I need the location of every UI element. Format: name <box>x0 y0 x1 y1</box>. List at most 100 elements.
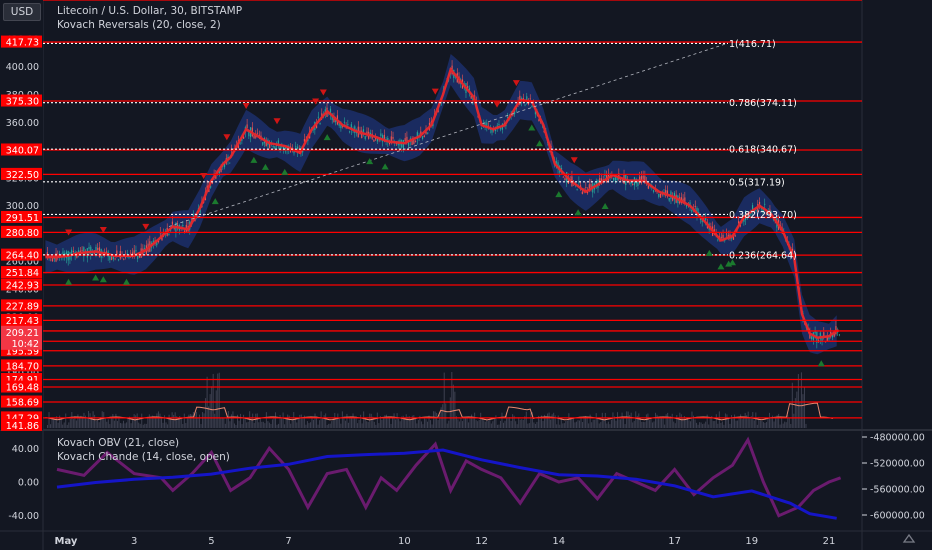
volume-bar <box>322 418 324 428</box>
volume-bar <box>680 414 682 428</box>
level-label: 141.86 <box>6 421 39 432</box>
volume-bar <box>465 417 466 428</box>
candle-body <box>581 191 583 194</box>
volume-bar <box>341 411 343 428</box>
volume-bar <box>417 420 419 428</box>
volume-bar <box>565 421 567 428</box>
buy-marker <box>92 274 100 281</box>
volume-bar <box>711 416 713 428</box>
candle-body <box>734 235 736 237</box>
volume-bar <box>177 417 179 428</box>
candle-body <box>303 139 306 142</box>
volume-bar <box>173 414 175 428</box>
volume-bar <box>580 417 582 428</box>
buy-marker <box>717 263 725 270</box>
volume-bar <box>579 420 580 428</box>
volume-bar <box>541 415 542 428</box>
volume-bar <box>472 416 474 428</box>
volume-bar <box>103 412 105 428</box>
volume-bar <box>290 423 292 428</box>
currency-button[interactable]: USD <box>3 3 41 21</box>
volume-bar <box>299 414 301 428</box>
volume-bar <box>461 421 463 428</box>
time-tick: 10 <box>398 536 411 547</box>
volume-bar <box>797 374 799 428</box>
volume-bar <box>238 420 240 428</box>
volume-bar <box>624 424 626 428</box>
volume-bar <box>326 424 328 428</box>
volume-bar <box>375 424 377 428</box>
volume-bar <box>233 423 235 428</box>
level-label-box <box>1 359 42 372</box>
level-label: 251.84 <box>6 268 39 279</box>
volume-bar <box>788 417 790 428</box>
volume-bar <box>699 422 701 428</box>
volume-bar <box>544 414 546 428</box>
volume-bar <box>633 420 635 428</box>
indicator-main-legend[interactable]: Kovach Reversals (20, close, 2) <box>57 19 221 31</box>
volume-bar <box>119 423 121 428</box>
volume-bar <box>670 416 672 428</box>
volume-bar <box>615 420 617 428</box>
candle-body <box>144 248 146 250</box>
candle-body <box>161 235 163 241</box>
candle-body <box>258 134 260 136</box>
volume-bar <box>769 412 770 428</box>
candle-body <box>755 209 757 211</box>
volume-bar <box>150 416 152 428</box>
volume-bar <box>471 414 473 428</box>
candle-body <box>717 239 719 241</box>
volume-bar <box>56 416 58 428</box>
volume-bar <box>697 424 699 428</box>
sell-marker <box>223 134 231 141</box>
buy-marker <box>729 259 736 266</box>
candle-body <box>414 141 417 142</box>
volume-bar <box>331 421 333 428</box>
volume-bar <box>425 419 427 428</box>
candle-body <box>211 182 213 184</box>
indicator-chande-legend[interactable]: Kovach Chande (14, close, open) <box>57 451 230 463</box>
settings-icon[interactable] <box>902 532 916 546</box>
volume-bar <box>665 414 667 428</box>
indicator-obv-legend[interactable]: Kovach OBV (21, close) <box>57 437 180 449</box>
volume-bar <box>224 423 226 428</box>
volume-bar <box>724 413 726 428</box>
sell-marker <box>570 157 578 164</box>
candle-body <box>78 250 80 253</box>
volume-bar <box>627 411 629 428</box>
volume-bar <box>446 423 448 428</box>
candle-body <box>613 177 615 181</box>
volume-bar <box>490 423 492 428</box>
volume-bar <box>636 415 638 428</box>
volume-bar <box>752 412 754 428</box>
volume-bar <box>376 412 378 428</box>
volume-bar <box>445 403 447 428</box>
volume-bar <box>357 423 359 428</box>
volume-bar <box>358 419 360 428</box>
volume-bar <box>682 417 684 428</box>
candle-body <box>564 178 566 181</box>
candle-body <box>821 335 823 342</box>
candle-body <box>491 129 493 133</box>
volume-bar <box>493 418 495 428</box>
volume-bar <box>566 420 568 428</box>
level-label-box <box>1 210 42 223</box>
volume-bar <box>311 417 313 428</box>
candle-body <box>342 126 344 127</box>
volume-bar <box>113 420 115 428</box>
volume-bar <box>507 418 509 428</box>
candle-body <box>319 122 321 124</box>
volume-bar <box>154 418 156 428</box>
volume-bar <box>474 412 476 428</box>
candle-body <box>366 131 368 135</box>
volume-bar <box>422 424 424 428</box>
candle-body <box>229 162 231 164</box>
level-label-box <box>1 225 42 238</box>
candle-body <box>555 161 557 164</box>
candle-body <box>265 140 267 147</box>
volume-bar <box>223 417 225 428</box>
volume-bar <box>51 417 53 428</box>
level-label-box <box>1 266 42 279</box>
candle-body <box>324 109 326 114</box>
